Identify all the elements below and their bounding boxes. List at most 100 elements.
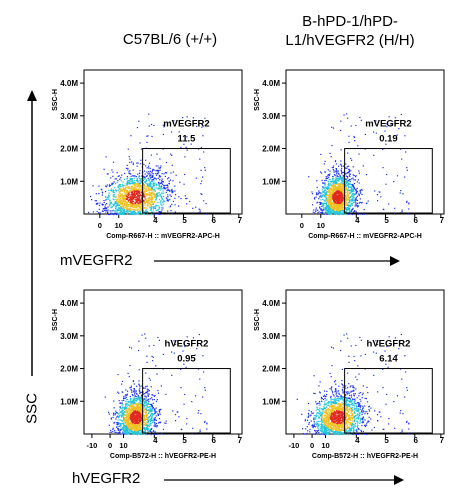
event-dot [128, 193, 130, 195]
event-dot [152, 174, 154, 176]
event-dot [176, 411, 178, 413]
event-dot [336, 192, 338, 194]
event-dot [125, 196, 127, 198]
event-dot [102, 204, 104, 206]
event-dot [160, 385, 162, 387]
event-dot [122, 189, 124, 191]
event-dot [95, 193, 97, 195]
event-dot [346, 203, 348, 205]
event-dot [125, 432, 127, 434]
event-dot [131, 424, 133, 426]
event-dot [134, 187, 137, 189]
event-dot [138, 380, 140, 382]
event-dot [121, 416, 123, 418]
event-dot [133, 387, 135, 390]
event-dot [128, 422, 130, 424]
event-dot [137, 195, 139, 198]
event-dot [147, 403, 150, 405]
event-dot [344, 201, 346, 203]
event-dot [346, 200, 348, 202]
event-dot [327, 180, 329, 182]
event-dot [348, 210, 350, 212]
event-dot [152, 189, 154, 191]
event-dot [405, 151, 407, 153]
event-dot [172, 200, 175, 202]
event-dot [339, 209, 341, 212]
event-dot [337, 175, 339, 178]
event-dot [155, 411, 158, 413]
event-dot [149, 176, 151, 178]
event-dot [348, 168, 350, 170]
event-dot [116, 199, 118, 202]
event-dot [130, 213, 132, 215]
event-dot [151, 427, 153, 430]
event-dot [129, 205, 131, 207]
event-dot [136, 206, 138, 209]
event-dot [341, 203, 343, 206]
event-dot [162, 207, 164, 209]
event-dot [204, 169, 206, 171]
event-dot [340, 163, 342, 165]
event-dot [325, 209, 327, 212]
event-dot [129, 208, 132, 211]
event-dot [129, 172, 131, 175]
event-dot [349, 196, 351, 198]
event-dot [147, 199, 149, 201]
event-dot [111, 183, 113, 185]
event-dot [96, 203, 99, 205]
event-dot [141, 180, 143, 182]
event-dot [165, 420, 167, 422]
event-dot [136, 186, 138, 188]
event-dot [169, 199, 171, 201]
event-dot [104, 190, 107, 193]
event-dot [112, 195, 114, 197]
event-dot [153, 395, 156, 398]
event-dot [155, 365, 157, 367]
event-dot [145, 428, 148, 430]
event-dot [335, 191, 337, 193]
event-dot [356, 191, 359, 193]
event-dot [136, 199, 138, 201]
event-dot [151, 417, 153, 419]
event-dot [196, 348, 198, 350]
event-dot [149, 410, 151, 412]
event-dot [167, 210, 169, 212]
event-dot [136, 428, 138, 430]
event-dot [329, 191, 331, 193]
event-dot [394, 117, 397, 119]
event-dot [333, 188, 335, 190]
event-dot [147, 428, 149, 430]
event-dot [340, 178, 343, 180]
event-dot [141, 175, 143, 177]
event-dot [146, 406, 148, 408]
event-dot [349, 179, 351, 181]
event-dot [183, 143, 185, 145]
event-dot [139, 423, 141, 426]
column-header-wildtype: C57BL/6 (+/+) [95, 30, 245, 49]
event-dot [113, 181, 115, 183]
event-dot [125, 431, 127, 433]
event-dot [143, 200, 145, 202]
event-dot [336, 199, 338, 201]
event-dot [130, 202, 132, 204]
event-dot [155, 194, 157, 196]
event-dot [328, 194, 330, 196]
event-dot [128, 416, 130, 418]
event-dot [350, 170, 352, 172]
event-dot [125, 411, 127, 413]
event-dot [333, 207, 335, 209]
event-dot [130, 401, 132, 403]
event-dot [339, 177, 341, 179]
event-dot [174, 190, 176, 192]
event-dot [135, 425, 138, 427]
event-dot [119, 185, 121, 187]
event-dot [118, 428, 120, 431]
event-dot [155, 183, 157, 186]
event-dot [136, 188, 138, 191]
event-dot [131, 412, 134, 414]
event-dot [341, 189, 343, 191]
event-dot [137, 404, 139, 406]
event-dot [128, 425, 130, 427]
event-dot [357, 205, 360, 207]
